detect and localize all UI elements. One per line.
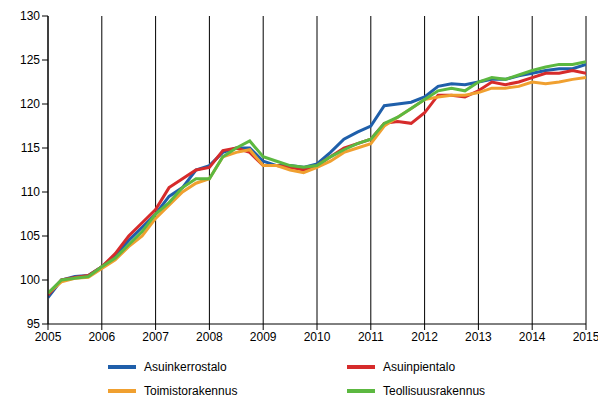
svg-text:95: 95 xyxy=(27,317,41,331)
svg-text:2007: 2007 xyxy=(142,330,169,344)
svg-text:2011: 2011 xyxy=(358,330,384,344)
html-text:Teollisuusrakennus: Teollisuusrakennus xyxy=(383,384,486,398)
svg-text:100: 100 xyxy=(20,273,40,287)
svg-text:2013: 2013 xyxy=(465,330,492,344)
svg-text:2014: 2014 xyxy=(519,330,546,344)
svg-text:115: 115 xyxy=(21,141,40,155)
svg-text:110: 110 xyxy=(21,185,40,199)
svg-text:2008: 2008 xyxy=(196,330,223,344)
svg-text:2010: 2010 xyxy=(304,330,331,344)
svg-text:125: 125 xyxy=(20,53,40,67)
svg-text:2006: 2006 xyxy=(88,330,115,344)
svg-text:2012: 2012 xyxy=(411,330,438,344)
html-text:Toimistorakennus: Toimistorakennus xyxy=(144,384,238,398)
svg-text:2005: 2005 xyxy=(35,330,62,344)
html-text:Asuinpientalo: Asuinpientalo xyxy=(383,360,456,374)
html-text:Asuinkerrostalo: Asuinkerrostalo xyxy=(144,360,227,374)
svg-text:2015: 2015 xyxy=(573,330,598,344)
svg-text:130: 130 xyxy=(20,9,40,23)
svg-text:120: 120 xyxy=(20,97,40,111)
svg-text:2009: 2009 xyxy=(250,330,277,344)
svg-text:105: 105 xyxy=(20,229,40,243)
